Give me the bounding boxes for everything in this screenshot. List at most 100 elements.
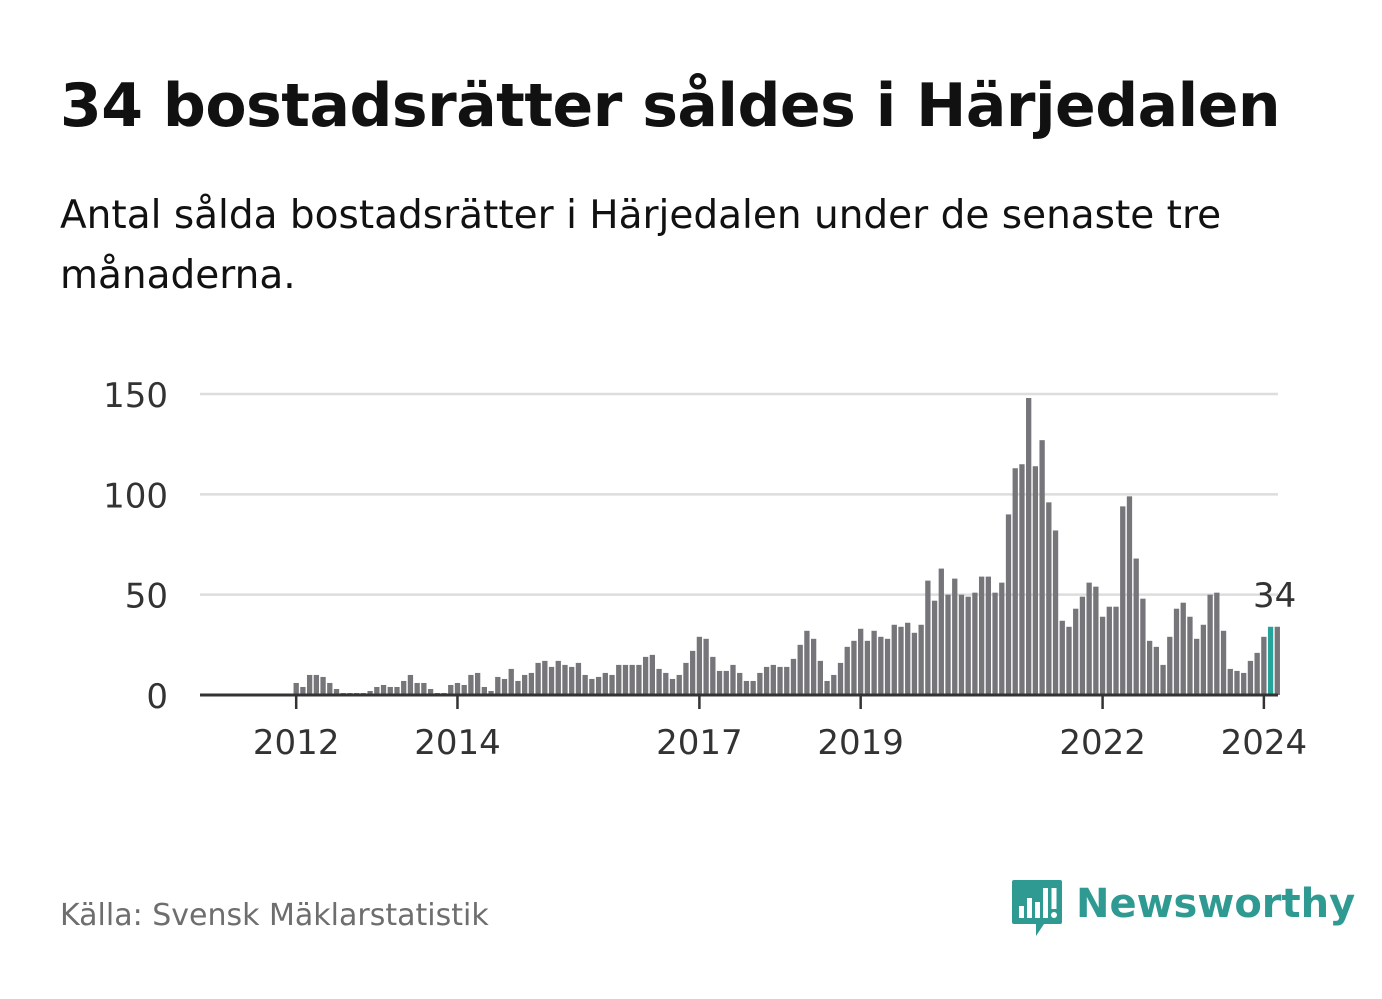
chart-subtitle: Antal sålda bostadsrätter i Härjedalen u…	[60, 193, 1222, 298]
bar	[743, 680, 750, 695]
bar	[911, 632, 918, 695]
bar	[522, 674, 528, 695]
bar	[898, 626, 904, 695]
x-tick-label: 2019	[817, 723, 904, 763]
grid-layer	[200, 392, 1278, 596]
bar	[1012, 468, 1018, 695]
bar	[1086, 582, 1092, 695]
bar	[925, 580, 931, 695]
bar	[656, 668, 662, 695]
bar	[770, 664, 776, 695]
bar	[327, 682, 333, 695]
bar	[515, 680, 521, 695]
bar	[1099, 616, 1106, 695]
bar	[784, 666, 790, 695]
bar	[394, 686, 400, 695]
bar	[589, 678, 595, 695]
x-tick-label: 2012	[253, 723, 340, 763]
bar	[421, 682, 427, 695]
bar	[1200, 624, 1207, 695]
bar	[508, 668, 514, 695]
bar	[535, 662, 541, 695]
bar	[810, 638, 817, 695]
bar	[851, 640, 857, 695]
x-tick-label: 2014	[414, 723, 501, 763]
bar	[1160, 664, 1166, 695]
bar	[985, 576, 991, 695]
bar	[871, 630, 877, 695]
bar	[461, 684, 467, 695]
bar	[669, 678, 676, 695]
bar	[1120, 506, 1126, 695]
bar	[884, 638, 891, 695]
bar	[952, 578, 958, 695]
bar-highlight	[1267, 626, 1274, 695]
bar	[858, 628, 864, 695]
bar	[1066, 626, 1072, 695]
bar	[710, 656, 716, 695]
bar	[1214, 592, 1220, 695]
bar	[864, 640, 871, 695]
bar	[622, 664, 629, 695]
bar	[427, 688, 434, 695]
bar	[548, 666, 555, 695]
bar	[528, 672, 535, 695]
bar	[1052, 530, 1059, 695]
x-tick-label: 2022	[1059, 723, 1146, 763]
source-note: Källa: Svensk Mäklarstatistik	[60, 898, 489, 933]
bar	[649, 654, 655, 695]
bar	[690, 650, 696, 695]
bar	[602, 672, 608, 695]
bar	[1207, 594, 1213, 695]
bar	[1146, 640, 1153, 695]
bar	[817, 660, 823, 695]
bar	[918, 624, 924, 695]
label-layer: 0 50 100 150 2012 2014 2017 2019 2022 2024 34	[103, 376, 1307, 763]
bar	[999, 582, 1005, 695]
bar	[380, 684, 387, 695]
bar	[1261, 636, 1267, 695]
bar	[642, 656, 649, 695]
bar	[555, 660, 561, 695]
brand[interactable]: Newsworthy	[1010, 878, 1355, 942]
bar	[616, 664, 622, 695]
bar	[542, 660, 548, 695]
bar	[575, 662, 582, 695]
bar	[763, 666, 770, 695]
bar	[1227, 668, 1233, 695]
bar	[1194, 638, 1200, 695]
bar	[958, 594, 965, 695]
bar	[723, 670, 729, 695]
bar	[1180, 602, 1186, 695]
bar	[737, 672, 743, 695]
bar	[306, 674, 313, 695]
bar	[1241, 672, 1247, 695]
bar	[1133, 558, 1139, 695]
bar	[1234, 670, 1240, 695]
bar	[1079, 596, 1086, 695]
bar	[1173, 608, 1180, 695]
bar	[1093, 586, 1099, 695]
bar	[1187, 616, 1193, 695]
bar	[609, 674, 615, 695]
bar	[777, 666, 783, 695]
bar	[696, 636, 703, 695]
bar	[945, 594, 951, 695]
bar	[374, 686, 380, 695]
bar	[683, 662, 689, 695]
bar	[407, 674, 414, 695]
x-tick-label: 2017	[656, 723, 743, 763]
bar	[730, 664, 736, 695]
bar	[716, 670, 723, 695]
bar	[562, 664, 568, 695]
bar	[1032, 466, 1039, 695]
bar	[797, 644, 803, 695]
bar	[1059, 620, 1065, 695]
bar	[965, 596, 971, 695]
bar	[931, 600, 938, 695]
x-tick-label: 2024	[1221, 723, 1308, 763]
y-tick-label: 50	[125, 577, 168, 617]
newsworthy-logo-icon	[1012, 880, 1062, 936]
bar	[488, 690, 494, 695]
